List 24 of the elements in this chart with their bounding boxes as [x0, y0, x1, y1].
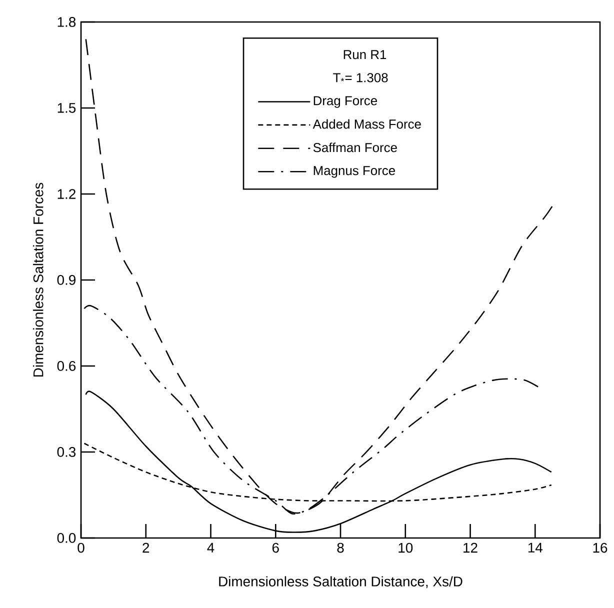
- x-tick-label: 10: [398, 542, 413, 553]
- legend-label: Drag Force: [314, 96, 377, 108]
- y-tick-label: 0.3: [57, 447, 76, 457]
- y-tick-label: 0.6: [57, 361, 76, 371]
- legend-title: Run R1: [344, 50, 386, 60]
- y-tick-label: 1.5: [58, 103, 76, 113]
- x-axis-title: Dimensionless Saltation Distance, Xs/D: [219, 576, 462, 588]
- x-tick-label: 4: [207, 542, 214, 552]
- y-tick-label: 1.2: [58, 189, 76, 199]
- y-tick-label: 0.0: [57, 533, 76, 543]
- x-tick-label: 14: [528, 542, 542, 552]
- x-tick-label: 12: [464, 542, 478, 553]
- annotation: T$_{*}$= 1.308: [333, 73, 388, 82]
- x-tick-label: 8: [337, 542, 344, 553]
- x-tick-label: 0: [78, 542, 84, 553]
- x-tick-label: 2: [142, 542, 150, 553]
- legend-label: Saffman Force: [313, 142, 397, 152]
- x-tick-label: 6: [272, 542, 279, 553]
- y-tick-label: 0.9: [57, 275, 76, 285]
- x-tick-label: 16: [593, 542, 608, 553]
- legend-label: Magnus Force: [314, 166, 395, 178]
- y-axis-title: Dimensionless Saltation Forces: [33, 182, 44, 377]
- y-tick-label: 1.8: [58, 17, 76, 27]
- legend-label: Added Mass Force: [312, 119, 421, 129]
